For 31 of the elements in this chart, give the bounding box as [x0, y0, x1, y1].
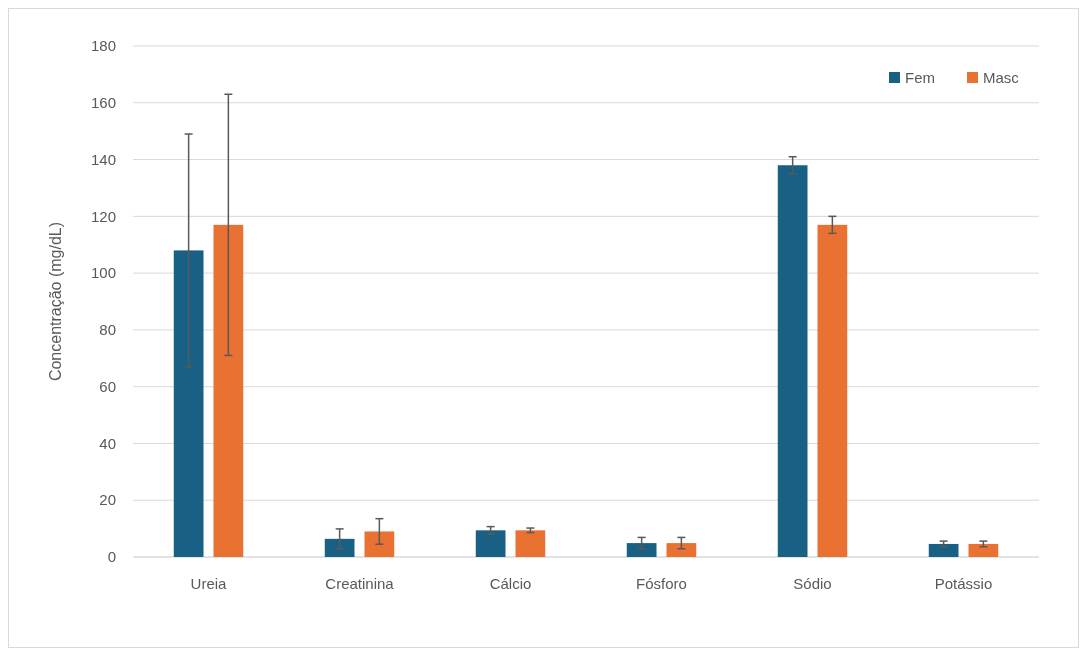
x-tick-label: Sódio [793, 575, 832, 592]
bar [777, 165, 808, 557]
x-tick-label: Fósforo [636, 575, 687, 592]
bar [213, 224, 244, 557]
y-tick-label: 80 [99, 321, 116, 339]
bar [173, 250, 204, 557]
x-tick-label: Ureia [190, 575, 228, 592]
y-tick-label: 140 [90, 150, 116, 168]
bar [626, 543, 657, 557]
y-tick-label: 40 [99, 434, 116, 452]
bar [324, 538, 355, 557]
legend-label: Fem [905, 69, 935, 87]
bar [968, 543, 999, 557]
bar [666, 543, 697, 557]
y-tick-label: 100 [90, 264, 116, 282]
legend-label: Masc [983, 69, 1020, 87]
x-tick-label: Cálcio [489, 575, 532, 592]
bar [817, 224, 848, 557]
y-tick-label: 180 [90, 37, 116, 55]
y-tick-label: 60 [99, 377, 116, 395]
y-tick-label: 0 [107, 548, 116, 566]
bar [928, 543, 959, 557]
x-tick-label: Potássio [934, 575, 993, 592]
bar [515, 530, 546, 557]
y-axis-title: Concentração (mg/dL) [47, 221, 64, 382]
y-tick-label: 20 [99, 491, 116, 509]
bar [475, 530, 506, 557]
bar [364, 531, 395, 557]
y-tick-label: 120 [90, 207, 116, 225]
y-tick-label: 160 [90, 94, 116, 112]
x-tick-label: Creatinina [325, 575, 395, 592]
